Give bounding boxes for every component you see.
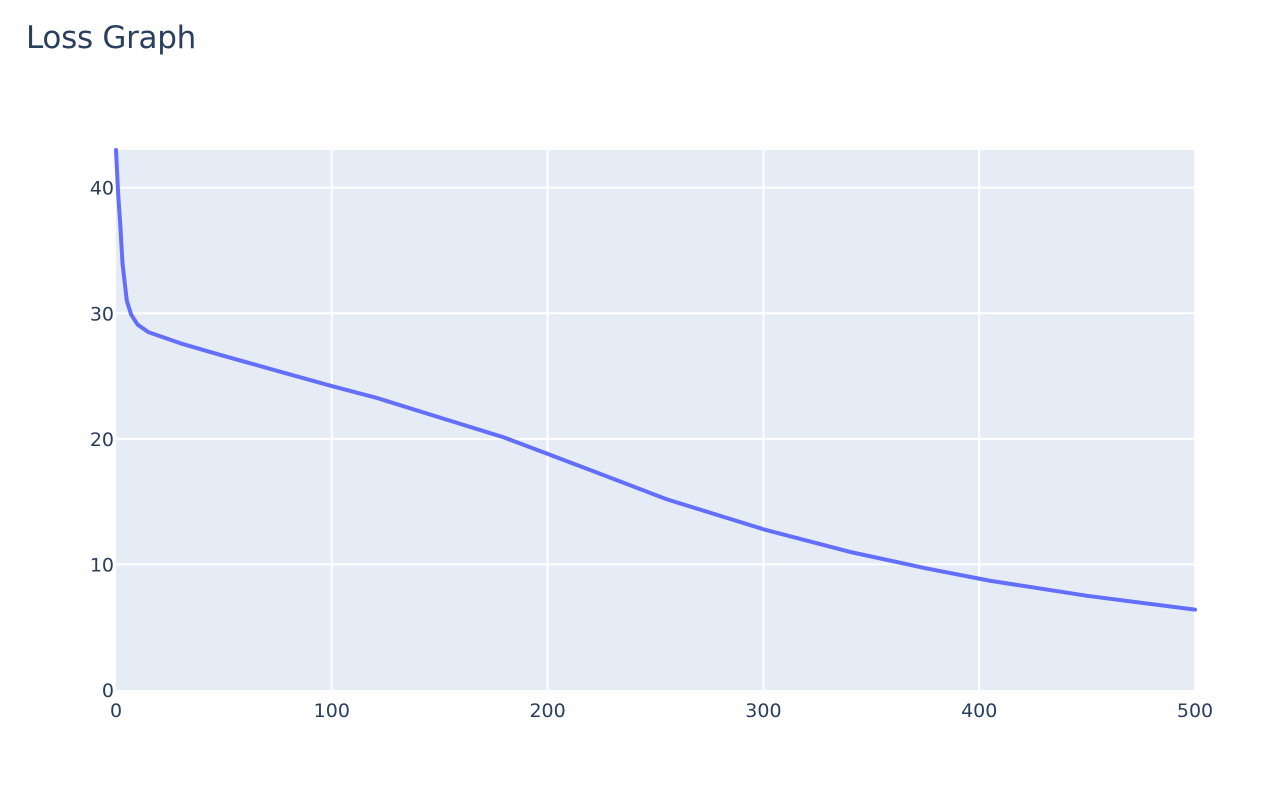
plot-area	[116, 150, 1195, 690]
x-tick-label: 400	[961, 700, 997, 722]
y-tick-label: 40	[90, 178, 114, 200]
x-tick-label: 500	[1177, 700, 1213, 722]
x-tick-label: 0	[110, 700, 122, 722]
x-tick-label: 100	[314, 700, 350, 722]
loss-line	[114, 148, 1197, 612]
y-tick-label: 0	[102, 680, 114, 702]
x-tick-label: 300	[745, 700, 781, 722]
y-tick-label: 10	[90, 554, 114, 576]
x-tick-label: 200	[529, 700, 565, 722]
y-tick-label: 30	[90, 303, 114, 325]
chart-title: Loss Graph	[26, 20, 196, 56]
y-tick-label: 20	[90, 429, 114, 451]
